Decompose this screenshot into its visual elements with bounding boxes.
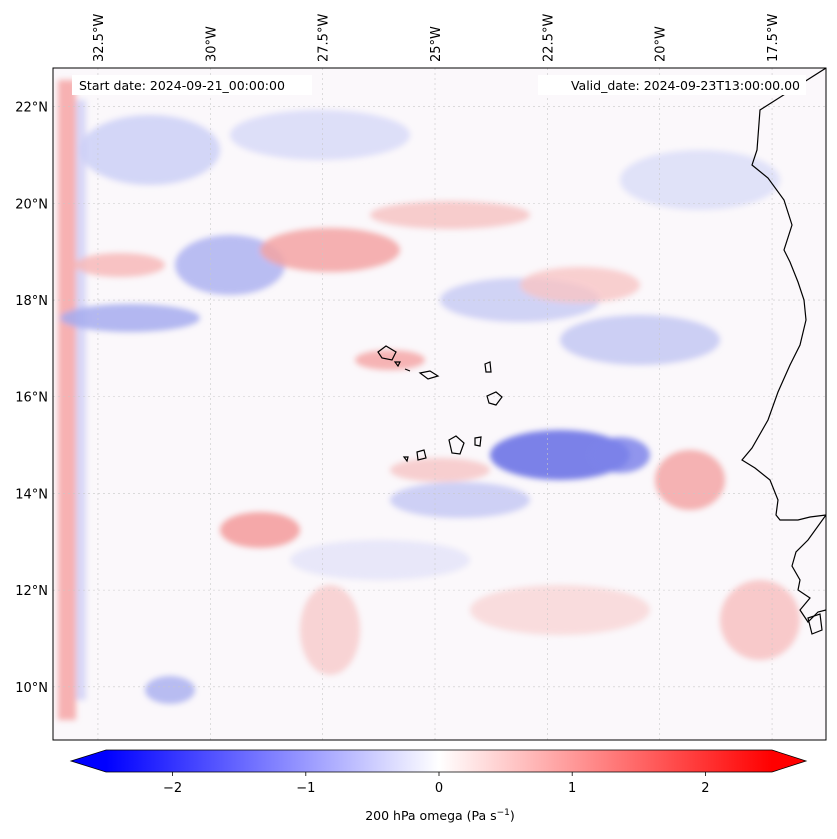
- longitude-tick-label: 17.5°W: [766, 14, 781, 62]
- start-date-box: Start date: 2024-09-21_00:00:00: [72, 75, 312, 95]
- valid-date-background: [538, 75, 806, 95]
- longitude-axis: 32.5°W 30°W 27.5°W 25°W 22.5°W 20°W 17.5°W: [92, 14, 781, 62]
- colorbar-tick-label: −1: [296, 781, 315, 796]
- colorbar-label-suffix: ): [510, 808, 515, 823]
- island: [402, 456, 409, 463]
- valid-date-box: Valid_date: 2024-09-23T13:00:00.00: [538, 75, 806, 95]
- omega-patch-blue: [60, 304, 200, 332]
- start-date-label: Start date: 2024-09-21_00:00:00: [79, 78, 285, 93]
- longitude-tick-label: 32.5°W: [92, 14, 107, 62]
- omega-patch-blue: [290, 540, 470, 580]
- island: [418, 370, 440, 380]
- omega-field: [53, 68, 826, 740]
- omega-patch-red: [220, 512, 300, 548]
- omega-patch-blue: [590, 437, 650, 473]
- longitude-tick-label: 22.5°W: [541, 14, 556, 62]
- omega-edge-band-red: [58, 80, 76, 720]
- omega-patch-blue: [175, 235, 285, 295]
- colorbar-outline: [69, 749, 808, 773]
- colorbar-label: 200 hPa omega (Pa s−1): [365, 808, 515, 823]
- colorbar-min-arrow: [71, 750, 106, 772]
- map-panel[interactable]: [52, 67, 827, 741]
- colorbar-tick-label: 2: [701, 781, 709, 796]
- omega-patch-blue: [620, 150, 780, 210]
- omega-patch-blue: [145, 676, 195, 704]
- latitude-tick-label: 22°N: [15, 101, 48, 116]
- colorbar-ticks: −2 −1 0 1 2: [163, 772, 710, 796]
- omega-patch-blue: [560, 315, 720, 365]
- island: [416, 449, 427, 461]
- island: [474, 436, 482, 447]
- start-date-background: [72, 75, 312, 95]
- longitude-tick-label: 20°W: [654, 26, 669, 62]
- omega-patch-blue: [490, 430, 630, 480]
- omega-patch-red: [370, 201, 530, 229]
- africa-coastline-south: [791, 514, 826, 623]
- map-frame: [52, 67, 827, 741]
- latitude-tick-label: 18°N: [15, 294, 48, 309]
- omega-patch-red: [390, 458, 490, 482]
- omega-patch-red: [470, 585, 650, 635]
- island: [484, 361, 492, 373]
- colorbar-tick-label: −2: [163, 781, 182, 796]
- colorbar-tick-label: 0: [435, 781, 443, 796]
- colorbar-tick-label: 1: [568, 781, 576, 796]
- longitude-tick-label: 25°W: [429, 26, 444, 62]
- island: [448, 435, 465, 455]
- island: [404, 368, 411, 372]
- omega-patch-blue: [390, 482, 530, 518]
- colorbar-label-exponent: −1: [497, 808, 510, 818]
- valid-date-label: Valid_date: 2024-09-23T13:00:00.00: [571, 78, 800, 93]
- omega-patch-blue: [230, 110, 410, 160]
- island: [486, 391, 503, 406]
- colorbar: −2 −1 0 1 2 200 hPa omega (Pa s−1): [69, 749, 808, 823]
- latitude-tick-label: 12°N: [15, 584, 48, 599]
- omega-patch-red: [520, 267, 640, 303]
- latitude-axis: 22°N 20°N 18°N 16°N 14°N 12°N 10°N: [15, 101, 48, 696]
- longitude-tick-label: 27.5°W: [317, 14, 332, 62]
- omega-patch-red: [720, 580, 800, 660]
- latitude-tick-label: 16°N: [15, 391, 48, 406]
- island: [393, 361, 401, 368]
- omega-edge-band-blue: [76, 100, 86, 700]
- longitude-tick-label: 30°W: [204, 26, 219, 62]
- colorbar-label-prefix: 200 hPa omega (Pa s: [365, 808, 496, 823]
- island: [377, 345, 397, 361]
- latitude-tick-label: 20°N: [15, 197, 48, 212]
- omega-patch-red: [260, 228, 400, 272]
- colorbar-max-arrow: [772, 750, 806, 772]
- island: [807, 613, 823, 635]
- omega-patch-red: [75, 253, 165, 277]
- latitude-tick-label: 14°N: [15, 487, 48, 502]
- map-gridlines: [53, 68, 826, 740]
- omega-patch-red: [300, 585, 360, 675]
- latitude-tick-label: 10°N: [15, 681, 48, 696]
- colorbar-gradient: [106, 750, 772, 772]
- omega-patch-red: [655, 450, 725, 510]
- coastline-layer: [377, 68, 826, 635]
- africa-coastline: [741, 68, 826, 521]
- omega-patch-blue: [80, 115, 220, 185]
